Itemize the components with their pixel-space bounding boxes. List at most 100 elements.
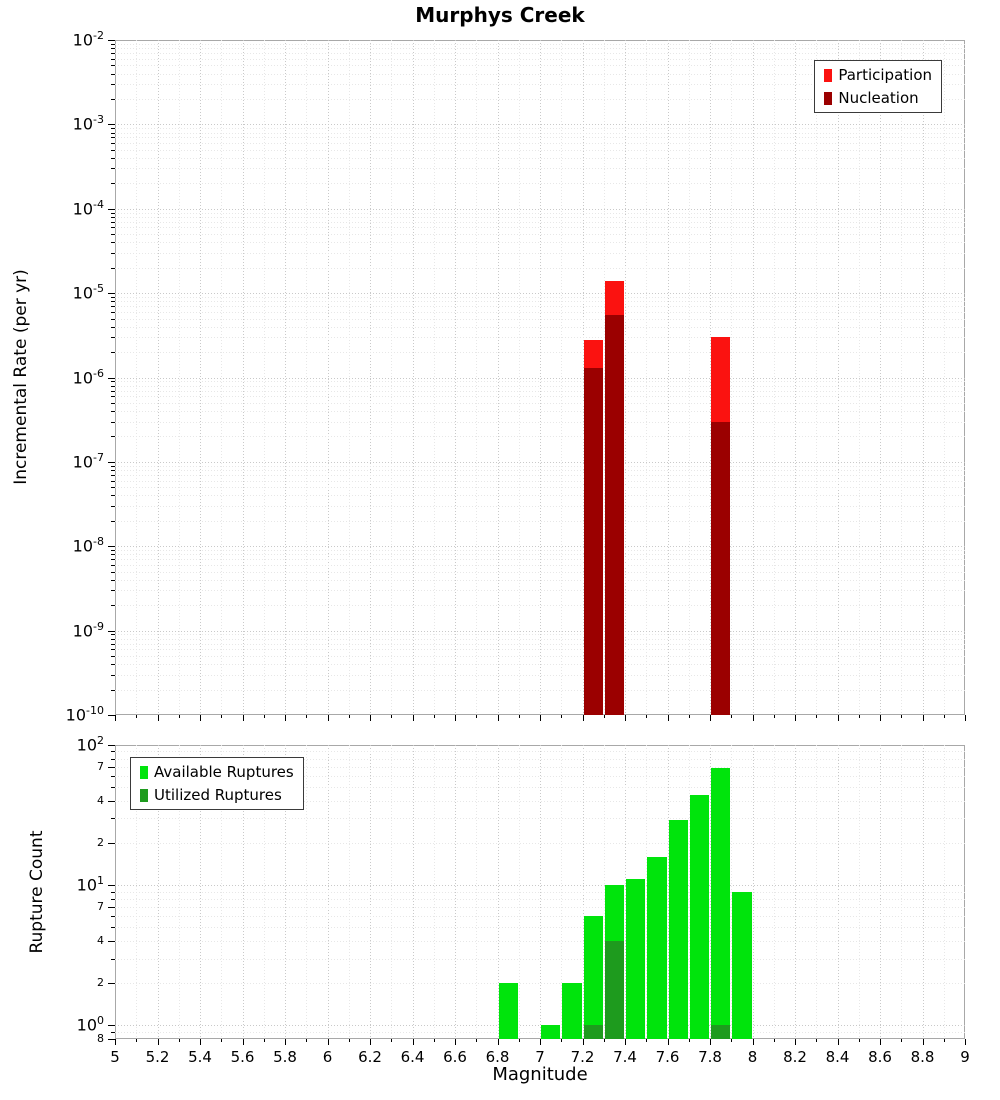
x-tick-mark [922,1039,924,1045]
x-tick-mark [561,715,563,718]
x-tick-mark [901,1039,903,1042]
y-tick-label: 10-8 [72,535,104,556]
y-minor-tick-mark [111,590,115,592]
x-tick-label: 7.4 [613,1048,637,1066]
y-minor-tick-mark [111,550,115,552]
y-tick-mark [108,1039,115,1040]
grid-line-horizontal [115,656,965,658]
y-minor-tick-mark [111,674,115,676]
legend-label-available-ruptures: Available Ruptures [154,763,294,781]
grid-line-horizontal [115,124,965,126]
grid-line-horizontal [115,208,965,210]
grid-line-horizontal [115,377,965,379]
x-tick-mark [880,1039,881,1045]
grid-line-horizontal [115,234,965,236]
y-tick-mark [108,630,115,632]
grid-line-horizontal [115,252,965,254]
y-minor-tick-mark [111,495,115,497]
x-tick-mark [518,1039,520,1042]
x-tick-mark [603,715,605,718]
x-tick-mark [646,1039,648,1042]
x-tick-mark [582,1039,584,1045]
x-tick-mark [455,1039,456,1045]
x-tick-mark [200,715,201,721]
y-tick-label: 10-4 [72,197,104,219]
grid-line-horizontal [115,891,965,893]
x-tick-mark [242,1039,244,1045]
y-tick-mark [108,546,115,548]
y-minor-tick-mark [111,487,115,489]
x-tick-label: 8.8 [910,1048,935,1066]
y-minor-tick-mark [111,48,115,50]
grid-line-horizontal [115,480,965,482]
grid-line-horizontal [115,474,965,476]
y-minor-tick-mark [111,689,115,691]
y-minor-tick-mark [111,776,115,778]
grid-line-horizontal [115,143,965,145]
x-tick-mark [710,715,711,721]
y-minor-tick-mark [111,916,115,918]
x-tick-mark [688,1039,690,1042]
bar-available-ruptures [626,879,646,1039]
x-tick-mark [412,1039,414,1045]
x-tick-label: 8.2 [783,1048,807,1066]
grid-line-horizontal [115,898,965,900]
x-tick-mark [795,1039,796,1045]
x-tick-mark [667,1039,669,1045]
y-tick-label-minor: 2 [97,976,104,990]
grid-line-horizontal [115,927,965,929]
y-minor-tick-mark [111,605,115,607]
y-tick-mark [108,40,115,41]
grid-line-horizontal [115,84,965,86]
y-tick-label: 10-3 [72,113,104,134]
grid-line-horizontal [115,590,965,592]
grid-line-horizontal [115,1031,965,1033]
y-tick-label: 10-10 [65,704,104,725]
x-tick-mark [370,715,371,721]
y-minor-tick-mark [111,318,115,320]
grid-line-horizontal [115,216,965,218]
grid-line-horizontal [115,505,965,507]
utilized-ruptures-swatch-icon [140,788,148,802]
y-minor-tick-mark [111,579,115,581]
y-minor-tick-mark [111,396,115,398]
x-tick-mark [412,715,414,721]
grid-line-horizontal [115,227,965,229]
grid-line-horizontal [115,212,965,214]
x-tick-mark [582,715,584,721]
grid-line-horizontal [115,571,965,573]
y-tick-label-minor: 2 [97,836,104,849]
x-tick-mark [285,1039,286,1045]
y-minor-tick-mark [111,480,115,482]
y-tick-mark [108,293,115,295]
grid-line-horizontal [115,630,965,632]
y-minor-tick-mark [111,168,115,170]
available-ruptures-swatch-icon [140,765,148,779]
y-tick-mark [108,843,115,844]
grid-line-horizontal [115,402,965,404]
x-tick-mark [540,1039,541,1045]
x-tick-mark [646,715,648,718]
y-minor-tick-mark [111,73,115,75]
x-tick-label: 7.2 [570,1048,595,1066]
rate-legend: Participation Nucleation [814,60,942,113]
participation-swatch-icon [824,68,833,82]
grid-line-horizontal [115,689,965,691]
grid-line-horizontal [115,766,965,768]
bar-available-ruptures [732,891,752,1039]
y-minor-tick-mark [111,958,115,960]
x-tick-mark [922,715,924,721]
y-minor-tick-mark [111,564,115,566]
x-tick-mark [433,1039,435,1042]
x-tick-mark [540,715,541,721]
x-tick-mark [348,715,350,718]
y-minor-tick-mark [111,787,115,789]
y-minor-tick-mark [111,137,115,139]
y-minor-tick-mark [111,927,115,929]
legend-label-utilized-ruptures: Utilized Ruptures [154,786,282,804]
grid-line-horizontal [115,495,965,497]
grid-line-horizontal [115,564,965,566]
y-minor-tick-mark [111,1031,115,1033]
y-minor-tick-mark [111,638,115,640]
grid-line-horizontal [115,43,965,45]
